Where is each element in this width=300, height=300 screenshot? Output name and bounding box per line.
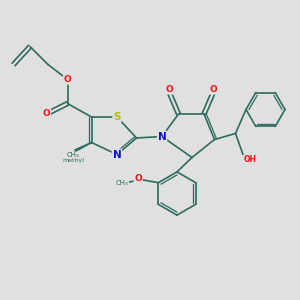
Text: O: O [43,110,50,118]
Text: CH₃: CH₃ [116,180,129,186]
Text: O: O [166,85,173,94]
Text: O: O [134,174,142,183]
Text: S: S [113,112,121,122]
Text: methyl: methyl [62,158,85,163]
Text: O: O [64,75,71,84]
Text: N: N [158,131,166,142]
Text: OH: OH [244,155,257,164]
Text: O: O [209,85,217,94]
Text: N: N [112,149,122,160]
Text: CH₃: CH₃ [67,152,79,158]
